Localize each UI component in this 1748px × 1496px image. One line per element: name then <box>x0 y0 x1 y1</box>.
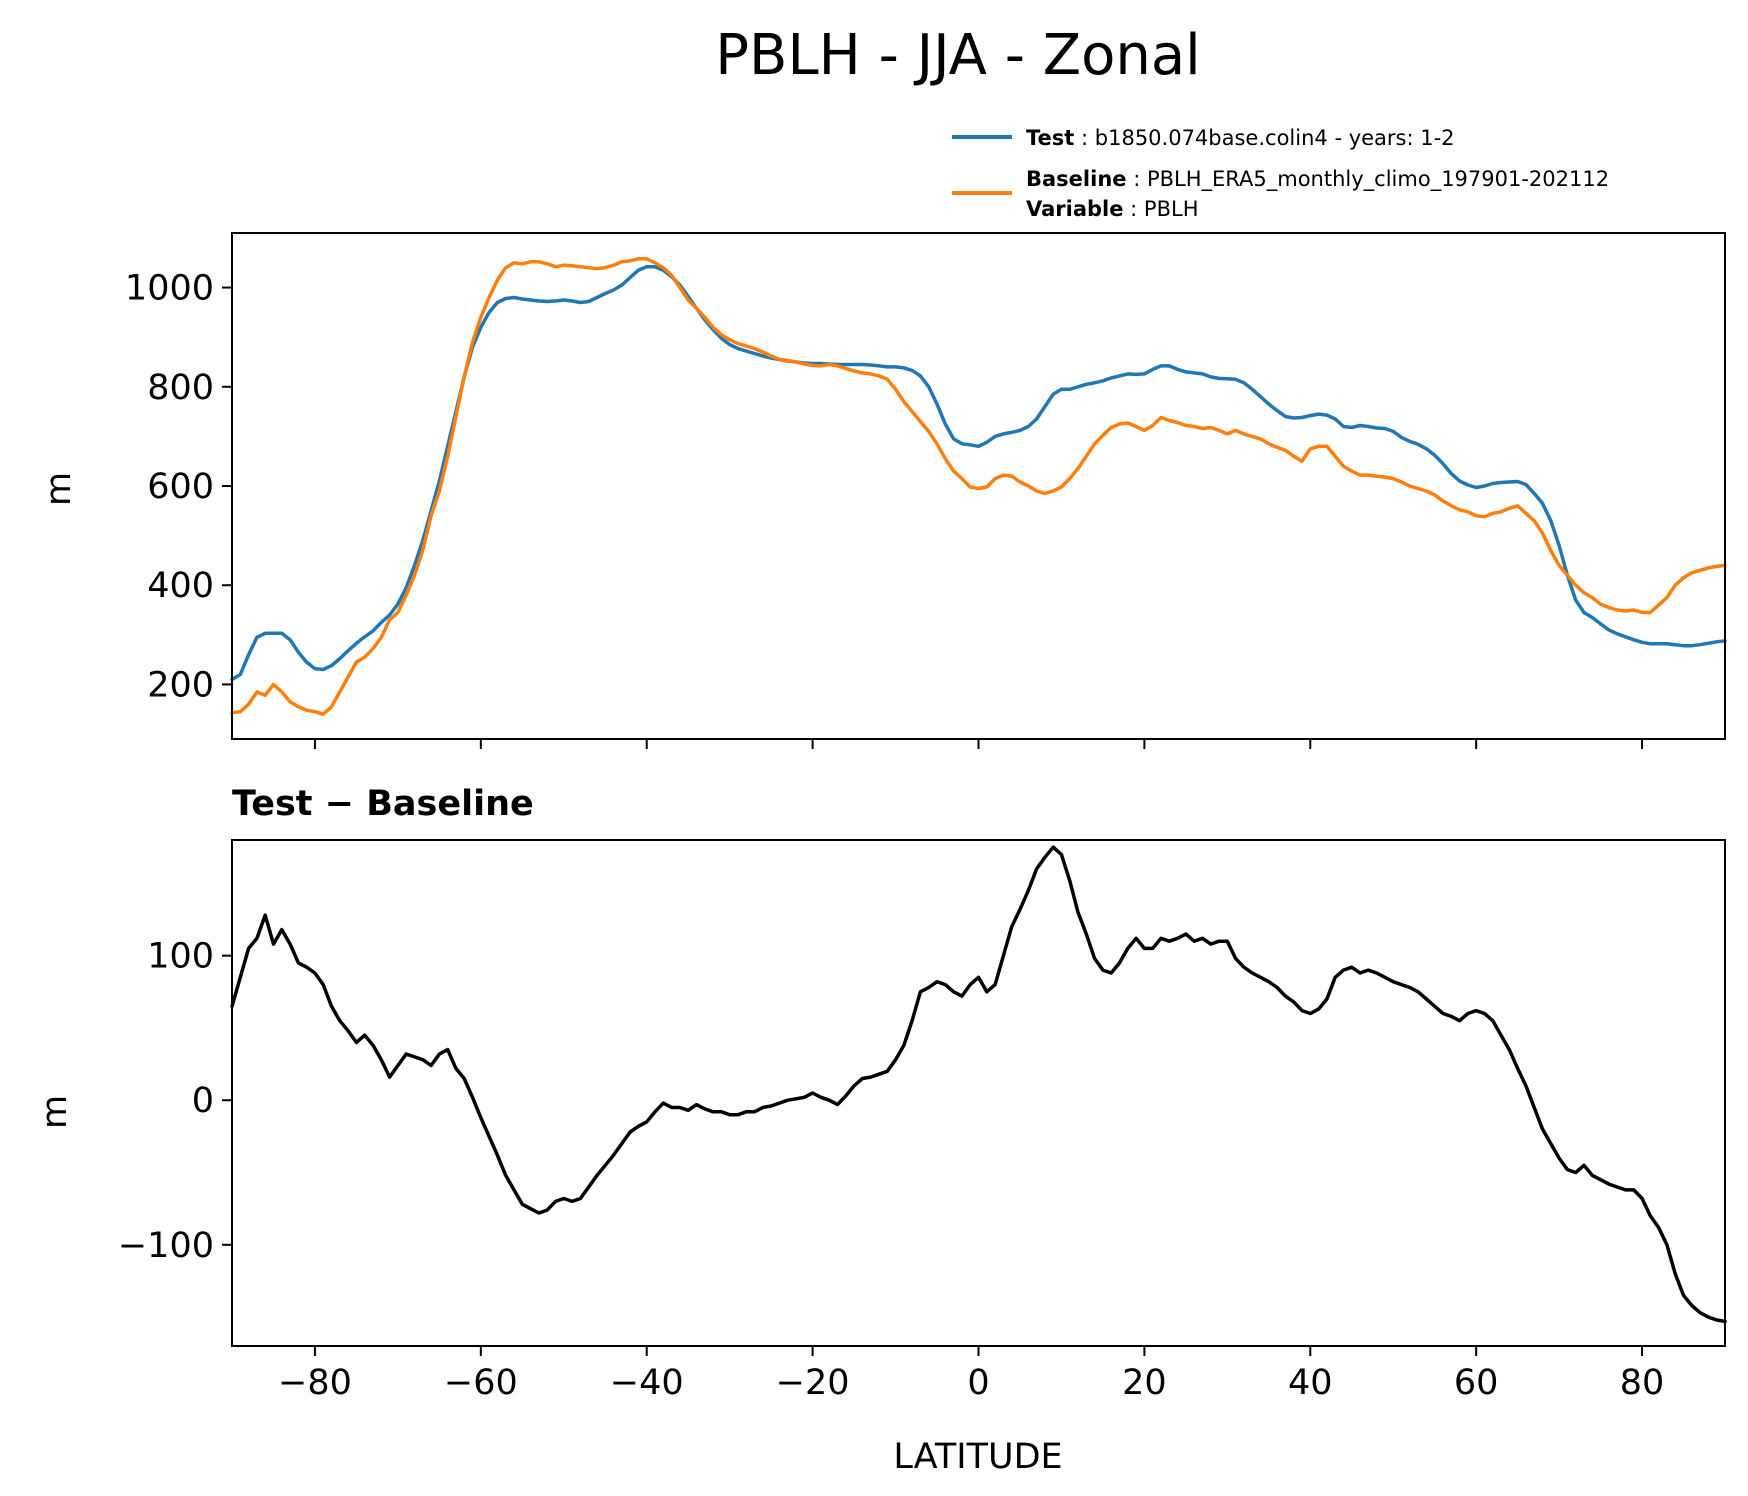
legend-variable-sep: : <box>1123 197 1143 221</box>
legend-test-sep: : <box>1074 126 1094 150</box>
legend-baseline-sep: : <box>1127 167 1147 191</box>
bottom-ytick-label: −100 <box>118 1226 214 1266</box>
legend-variable-value: PBLH <box>1144 197 1199 221</box>
bottom-panel-xticks: −80 −60 −40 −20 0 20 40 60 80 <box>278 1346 1664 1403</box>
legend-variable-key: Variable <box>1026 197 1123 221</box>
bottom-xtick-label: 60 <box>1454 1363 1499 1403</box>
legend-test-value: b1850.074base.colin4 - years: 1-2 <box>1095 126 1455 150</box>
legend: Test : b1850.074base.colin4 - years: 1-2… <box>952 126 1609 221</box>
bottom-xtick-label: 40 <box>1288 1363 1333 1403</box>
top-ytick-label: 600 <box>147 467 214 507</box>
bottom-panel: Test − Baseline −80 −60 −40 −20 0 20 40 60 80 −1… <box>35 784 1727 1477</box>
legend-baseline-value: PBLH_ERA5_monthly_climo_197901-202112 <box>1147 167 1609 192</box>
bottom-xtick-label: 20 <box>1122 1363 1167 1403</box>
top-ytick-label: 400 <box>147 566 214 606</box>
top-panel: 200 400 600 800 1000 m <box>39 232 1727 749</box>
top-ytick-label: 1000 <box>125 269 214 309</box>
top-ytick-label: 200 <box>147 665 214 705</box>
bottom-panel-xlabel: LATITUDE <box>893 1437 1062 1477</box>
legend-test-key: Test <box>1026 126 1074 150</box>
top-series-baseline-line <box>230 257 1727 716</box>
top-series-test-line <box>230 264 1727 682</box>
figure-title: PBLH - JJA - Zonal <box>715 23 1200 88</box>
top-panel-ylabel: m <box>39 472 79 506</box>
bottom-panel-ylabel: m <box>35 1095 75 1129</box>
top-ytick-label: 800 <box>147 368 214 408</box>
bottom-ytick-label: 0 <box>192 1081 214 1121</box>
top-panel-yticks: 200 400 600 800 1000 <box>125 269 232 705</box>
bottom-xtick-label: 0 <box>967 1363 989 1403</box>
legend-baseline-entry: Baseline : PBLH_ERA5_monthly_climo_19790… <box>1026 167 1609 192</box>
bottom-ytick-label: 100 <box>147 937 214 977</box>
bottom-panel-series <box>230 845 1727 1324</box>
legend-baseline-key: Baseline <box>1026 167 1127 191</box>
legend-test-entry: Test : b1850.074base.colin4 - years: 1-2 <box>1026 126 1455 150</box>
bottom-panel-yticks: −100 0 100 <box>118 937 232 1266</box>
legend-variable-entry: Variable : PBLH <box>1026 197 1198 221</box>
bottom-panel-title: Test − Baseline <box>232 784 534 824</box>
bottom-xtick-label: −80 <box>278 1363 352 1403</box>
bottom-series-difference-line <box>230 845 1727 1324</box>
top-panel-series <box>230 257 1727 716</box>
bottom-xtick-label: −20 <box>776 1363 850 1403</box>
bottom-xtick-label: 80 <box>1620 1363 1665 1403</box>
top-panel-xticks <box>313 739 1644 749</box>
bottom-xtick-label: −60 <box>444 1363 518 1403</box>
bottom-xtick-label: −40 <box>610 1363 684 1403</box>
